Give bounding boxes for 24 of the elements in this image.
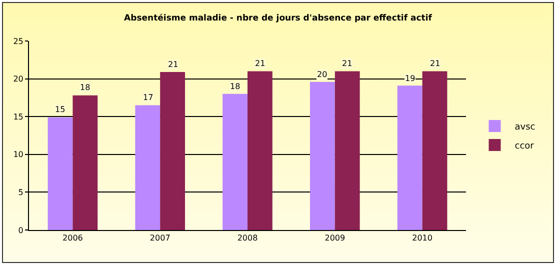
x-tick-label: 2006 (62, 234, 83, 243)
data-label: 21 (255, 59, 266, 68)
data-label: 17 (143, 93, 154, 102)
x-tick-label: 2010 (412, 234, 432, 243)
legend-label: ccor (514, 142, 534, 152)
data-label: 21 (168, 60, 178, 69)
x-tick-label: 2008 (237, 234, 258, 243)
chart-title: Absentéisme maladie - nbre de jours d'absence par effectif actif (124, 14, 432, 24)
data-label: 20 (317, 70, 328, 79)
data-label: 15 (55, 105, 66, 114)
y-tick-label: 25 (13, 36, 24, 46)
data-label: 19 (405, 74, 416, 83)
data-label: 21 (342, 59, 352, 68)
x-tick-label: 2007 (150, 234, 170, 243)
data-label: 21 (430, 59, 440, 68)
x-tick-label: 2009 (324, 234, 346, 243)
data-label: 18 (80, 83, 90, 92)
y-tick-label: 20 (13, 74, 24, 84)
y-tick-label: 0 (18, 226, 24, 235)
data-label: 18 (230, 82, 240, 91)
legend-label: avsc (514, 122, 536, 133)
y-tick-label: 5 (18, 188, 24, 197)
y-tick-label: 10 (13, 150, 24, 160)
y-tick-label: 15 (13, 112, 24, 122)
